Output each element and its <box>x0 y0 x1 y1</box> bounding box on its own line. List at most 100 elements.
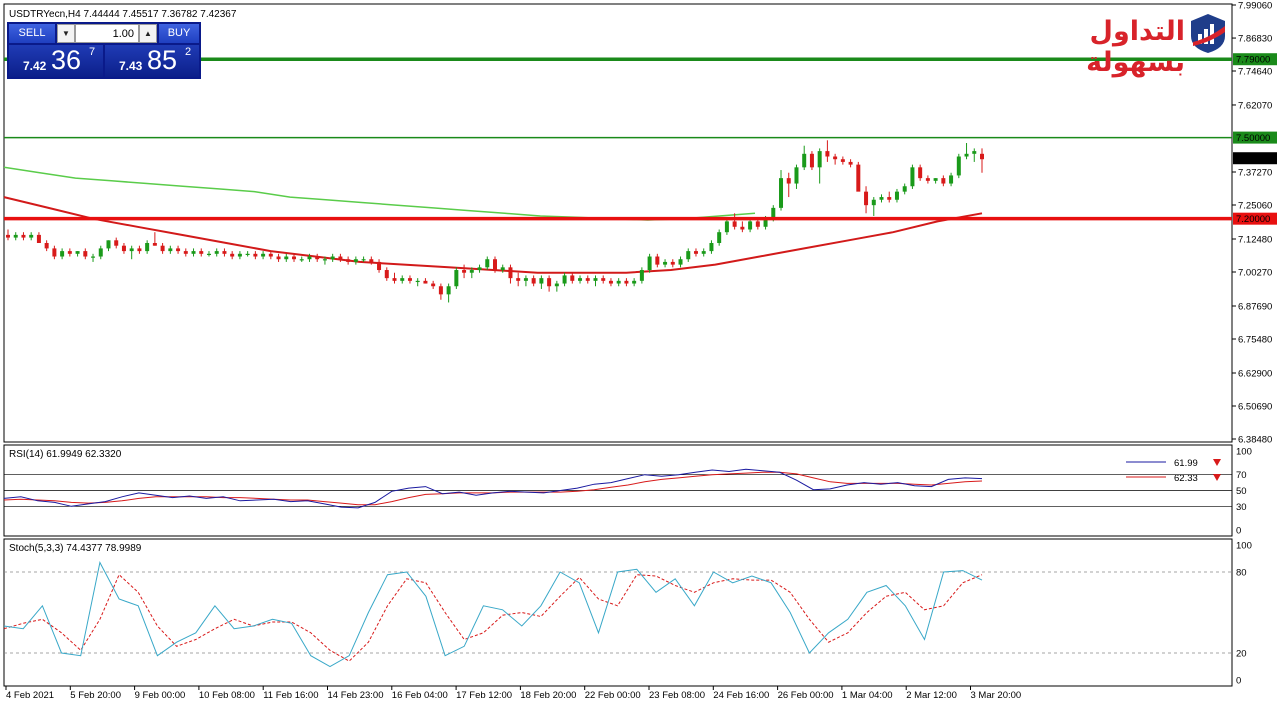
lot-size-input[interactable] <box>75 24 139 43</box>
candle-body <box>910 167 915 187</box>
price-axis-label: 7.74640 <box>1238 67 1272 78</box>
candle-body <box>160 245 165 252</box>
sell-button[interactable]: SELL <box>9 24 55 43</box>
time-axis-label: 17 Feb 12:00 <box>456 690 512 701</box>
candle-body <box>191 251 196 254</box>
level-price-tag <box>1233 131 1277 144</box>
candle-body <box>292 256 297 260</box>
symbol-info-label: USDTRYecn,H4 7.44444 7.45517 7.36782 7.4… <box>9 9 237 20</box>
stoch-label: Stoch(5,3,3) 74.4377 78.9989 <box>9 543 142 554</box>
time-axis-label: 1 Mar 04:00 <box>842 690 893 701</box>
candle-body <box>206 253 211 256</box>
candle-body <box>230 253 235 257</box>
candle-body <box>67 251 72 254</box>
candle-body <box>361 259 366 261</box>
rsi-label: RSI(14) 61.9949 62.3320 <box>9 449 122 460</box>
candle-body <box>972 151 977 154</box>
price-axis-label: 7.37270 <box>1238 168 1272 179</box>
candle-body <box>693 251 698 254</box>
candle-body <box>516 278 521 281</box>
candle-body <box>407 278 412 281</box>
price-axis-label: 6.38480 <box>1238 435 1272 446</box>
price-axis-label: 7.12480 <box>1238 235 1272 246</box>
time-axis-label: 23 Feb 08:00 <box>649 690 705 701</box>
time-axis-label: 24 Feb 16:00 <box>713 690 769 701</box>
sell-price-quote[interactable]: 7.42 36 7 <box>9 45 103 77</box>
candle-body <box>887 197 892 200</box>
candle-body <box>415 280 420 283</box>
candle-body <box>222 251 227 254</box>
sell-price-pips: 36 <box>51 45 82 75</box>
level-price-label: 7.50000 <box>1236 133 1270 144</box>
time-axis-label: 11 Feb 16:00 <box>263 690 318 701</box>
candle-body <box>21 234 26 238</box>
candle-body <box>779 178 784 208</box>
candle-body <box>438 286 443 295</box>
buy-button[interactable]: BUY <box>159 24 199 43</box>
candle-body <box>176 248 181 252</box>
main-pane <box>3 3 1233 443</box>
candle-body <box>918 167 923 179</box>
candle-body <box>802 153 807 168</box>
candle-body <box>214 251 219 254</box>
level-price-tag <box>1233 53 1277 66</box>
candle-body <box>817 151 822 168</box>
rsi-legend-value: 61.99 <box>1174 458 1198 469</box>
candle-body <box>523 278 528 281</box>
time-axis-label: 5 Feb 20:00 <box>70 690 121 701</box>
candle-body <box>454 270 459 287</box>
time-axis-label: 4 Feb 2021 <box>6 690 54 701</box>
candle-body <box>670 261 675 265</box>
sell-price-prefix: 7.42 <box>23 59 47 73</box>
rsi-axis-label: 70 <box>1236 470 1247 481</box>
time-axis-label: 18 Feb 20:00 <box>520 690 576 701</box>
candle-body <box>245 253 250 256</box>
candle-body <box>902 186 907 192</box>
candle-body <box>307 256 312 260</box>
candle-body <box>616 280 621 284</box>
time-axis-label: 26 Feb 00:00 <box>778 690 834 701</box>
candle-body <box>748 221 753 230</box>
candle-body <box>771 207 776 219</box>
candle-body <box>145 243 150 252</box>
down-arrow-icon <box>1213 474 1221 481</box>
candle-body <box>261 253 266 257</box>
candle-body <box>369 259 374 262</box>
price-axis-label: 6.75480 <box>1238 335 1272 346</box>
candle-body <box>608 280 613 284</box>
candle-body <box>137 248 142 252</box>
candle-body <box>593 278 598 281</box>
candle-body <box>933 178 938 181</box>
candle-body <box>701 251 706 254</box>
candle-body <box>763 218 768 227</box>
level-price-label: 7.79000 <box>1236 55 1270 66</box>
candle-body <box>663 261 668 265</box>
candle-body <box>755 221 760 227</box>
candle-body <box>647 256 652 271</box>
candle-body <box>377 261 382 271</box>
candle-body <box>562 275 567 284</box>
candle-body <box>199 251 204 254</box>
stoch-axis-label: 0 <box>1236 676 1241 687</box>
candle-body <box>338 256 343 260</box>
level-price-label: 7.20000 <box>1236 214 1270 225</box>
stoch-axis-label: 80 <box>1236 568 1247 579</box>
lot-increase-button[interactable]: ▲ <box>139 24 157 43</box>
candle-body <box>639 270 644 281</box>
candle-body <box>469 270 474 273</box>
price-axis-label: 7.00270 <box>1238 268 1272 279</box>
candle-body <box>83 251 88 257</box>
price-axis-label: 7.86830 <box>1238 34 1272 45</box>
price-axis-label: 7.25060 <box>1238 201 1272 212</box>
buy-price-prefix: 7.43 <box>119 59 143 73</box>
candle-body <box>585 278 590 281</box>
lot-decrease-button[interactable]: ▼ <box>57 24 75 43</box>
candle-body <box>322 259 327 261</box>
candle-body <box>964 153 969 157</box>
candle-body <box>400 278 405 281</box>
buy-price-quote[interactable]: 7.43 85 2 <box>105 45 199 77</box>
candle-body <box>894 191 899 200</box>
time-axis-label: 16 Feb 04:00 <box>392 690 448 701</box>
candle-body <box>840 159 845 162</box>
candle-body <box>554 283 559 287</box>
